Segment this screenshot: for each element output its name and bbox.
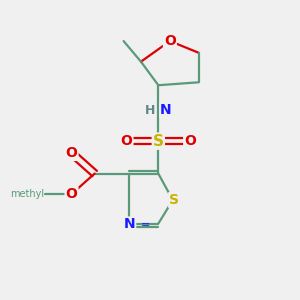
Text: O: O <box>121 134 132 148</box>
Text: O: O <box>66 146 77 160</box>
Text: O: O <box>164 34 176 48</box>
Text: N: N <box>160 103 171 117</box>
Text: O: O <box>66 187 77 201</box>
Text: S: S <box>153 134 164 149</box>
Text: methyl: methyl <box>10 189 44 199</box>
Text: O: O <box>184 134 196 148</box>
Text: N: N <box>124 218 135 232</box>
Text: =: = <box>141 220 150 230</box>
Text: S: S <box>169 193 179 207</box>
Text: H: H <box>144 104 155 117</box>
